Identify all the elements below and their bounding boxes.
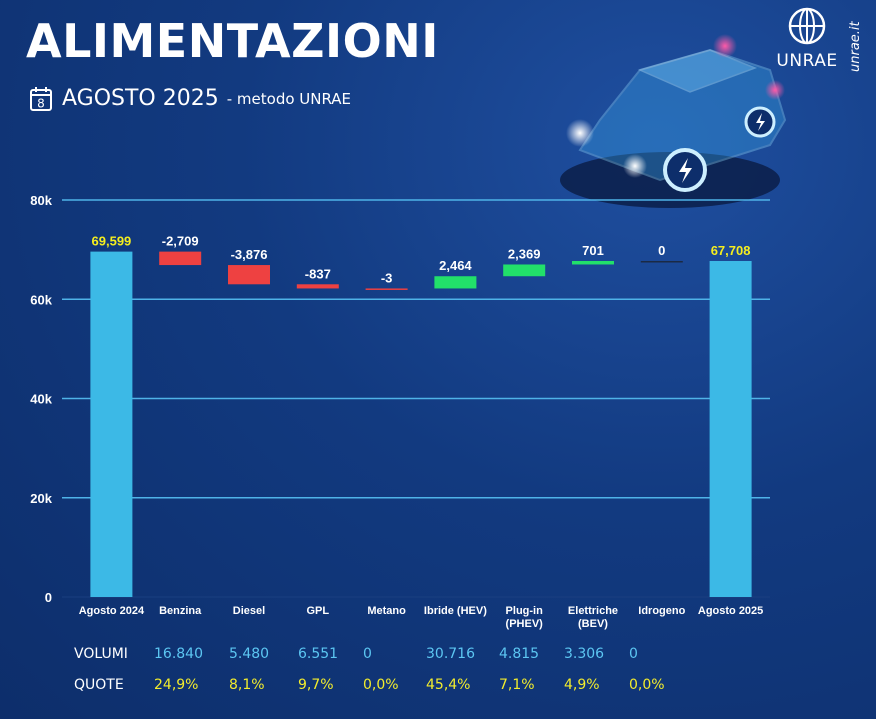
share-value: 45,4%: [426, 677, 471, 693]
data-label: -3: [381, 270, 393, 285]
x-tick-label: Metano: [367, 605, 406, 617]
x-tick-label: Agosto 2025: [698, 605, 763, 617]
data-label: 0: [658, 243, 665, 258]
x-tick-label: Idrogeno: [638, 605, 685, 617]
share-value: 8,1%: [229, 677, 265, 693]
y-tick-label: 20k: [30, 491, 52, 506]
data-label: 69,599: [92, 234, 132, 249]
y-tick-label: 40k: [30, 392, 52, 407]
y-tick-label: 0: [45, 590, 52, 605]
data-label: 2,369: [508, 246, 541, 261]
share-value: 4,9%: [564, 677, 600, 693]
x-tick-label: Elettriche (BEV): [568, 605, 618, 630]
total-bar: [90, 251, 133, 597]
bar-layer: [90, 251, 752, 597]
share-value: 0,0%: [629, 677, 665, 693]
data-label: 67,708: [711, 243, 751, 258]
y-tick-label: 80k: [30, 193, 52, 208]
unrae-logo: UNRAE: [772, 6, 842, 71]
share-value: 9,7%: [298, 677, 334, 693]
volume-value: 0: [363, 646, 372, 662]
x-tick-label: Ibride (HEV): [424, 605, 487, 617]
decrease-bar: [365, 288, 408, 290]
share-value: 7,1%: [499, 677, 535, 693]
shares-row-label: QUOTE: [74, 677, 124, 693]
volume-value: 0: [629, 646, 638, 662]
x-tick-label: Diesel: [233, 605, 265, 617]
volumes-row-label: VOLUMI: [74, 646, 128, 662]
volume-value: 4.815: [499, 646, 540, 662]
increase-bar: [503, 264, 546, 277]
data-label: -837: [305, 266, 331, 281]
data-label: 701: [582, 243, 604, 258]
volume-value: 5.480: [229, 646, 270, 662]
data-label: -2,709: [162, 234, 199, 249]
volume-value: 6.551: [298, 646, 339, 662]
volume-value: 3.306: [564, 646, 605, 662]
decrease-bar: [228, 265, 270, 285]
decrease-bar: [296, 284, 339, 289]
electric-car-illustration: [560, 34, 787, 208]
data-label: -3,876: [231, 247, 268, 262]
label-layer: 69,599 -2,709 -3,876 -837 -3 2,464 2,369 701 0 67…: [92, 234, 751, 286]
x-tick-label: Benzina: [159, 605, 202, 617]
x-tick-label: GPL: [306, 605, 329, 617]
increase-bar: [434, 276, 477, 289]
increase-bar: [640, 260, 683, 263]
calendar-day: 8: [37, 96, 45, 110]
globe-icon: [788, 7, 826, 45]
increase-bar: [572, 260, 614, 265]
subtitle: 8 AGOSTO 2025 - metodo UNRAE: [30, 86, 351, 111]
logo-text: UNRAE: [776, 51, 838, 71]
volume-value: 30.716: [426, 646, 475, 662]
grid-layer: 0 20k 40k 60k 80k: [30, 193, 770, 605]
lightning-icon: [756, 113, 765, 131]
lightning-icon: [679, 158, 692, 183]
volume-value: 16.840: [154, 646, 203, 662]
page-title: ALIMENTAZIONI: [26, 14, 439, 68]
subtitle-method: - metodo UNRAE: [226, 89, 352, 108]
x-tick-label: Agosto 2024: [79, 605, 145, 617]
x-tick-label: Plug-in (PHEV): [506, 605, 544, 630]
share-value: 24,9%: [154, 677, 199, 693]
x-axis-labels: Agosto 2024 Benzina Diesel GPL Metano Ibride …: [79, 605, 764, 630]
y-tick-label: 60k: [30, 292, 52, 307]
share-value: 0,0%: [363, 677, 399, 693]
subtitle-date: AGOSTO 2025: [62, 86, 219, 111]
calendar-icon: 8: [30, 86, 52, 111]
data-label: 2,464: [439, 258, 472, 273]
decrease-bar: [159, 251, 202, 266]
total-bar: [709, 260, 752, 597]
